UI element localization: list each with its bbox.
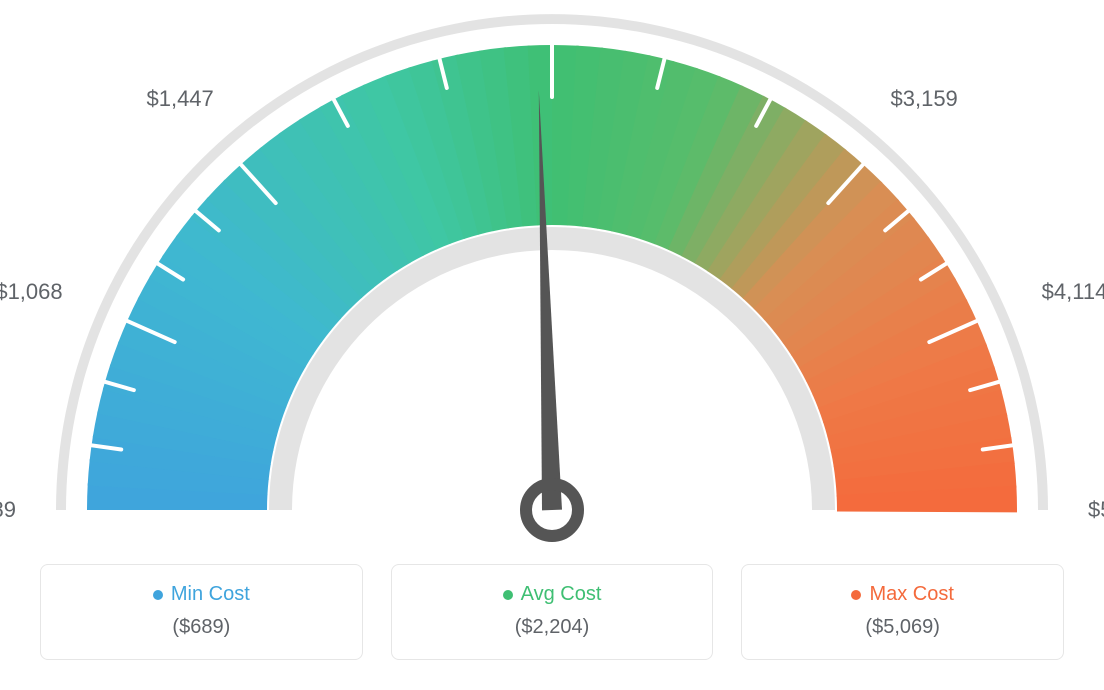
legend-card-value: ($2,204) xyxy=(402,616,703,639)
legend-card-value: ($689) xyxy=(51,616,352,639)
gauge-scale-label: $4,114 xyxy=(1042,279,1104,305)
legend-card: Avg Cost ($2,204) xyxy=(391,564,714,660)
gauge-scale-label: $1,447 xyxy=(146,86,213,112)
legend-dot-icon xyxy=(153,590,163,600)
legend-card: Max Cost ($5,069) xyxy=(741,564,1064,660)
legend-dot-icon xyxy=(503,590,513,600)
legend-title-label: Max Cost xyxy=(869,583,953,606)
legend-card-title: Max Cost xyxy=(851,583,953,606)
legend-card-title: Avg Cost xyxy=(503,583,602,606)
legend-card-title: Min Cost xyxy=(153,583,250,606)
legend-card-value: ($5,069) xyxy=(752,616,1053,639)
legend-title-label: Avg Cost xyxy=(521,583,602,606)
gauge-svg xyxy=(0,0,1104,560)
gauge-scale-label: $1,068 xyxy=(0,279,63,305)
gauge-scale-label: $689 xyxy=(0,497,16,523)
gauge-scale-label: $5,069 xyxy=(1088,497,1104,523)
legend-card: Min Cost ($689) xyxy=(40,564,363,660)
cost-gauge: $689$1,068$1,447$2,204$3,159$4,114$5,069 xyxy=(0,0,1104,560)
legend-dot-icon xyxy=(851,590,861,600)
gauge-scale-label: $3,159 xyxy=(891,86,958,112)
legend-title-label: Min Cost xyxy=(171,583,250,606)
legend-row: Min Cost ($689) Avg Cost ($2,204) Max Cost ($… xyxy=(40,564,1064,660)
